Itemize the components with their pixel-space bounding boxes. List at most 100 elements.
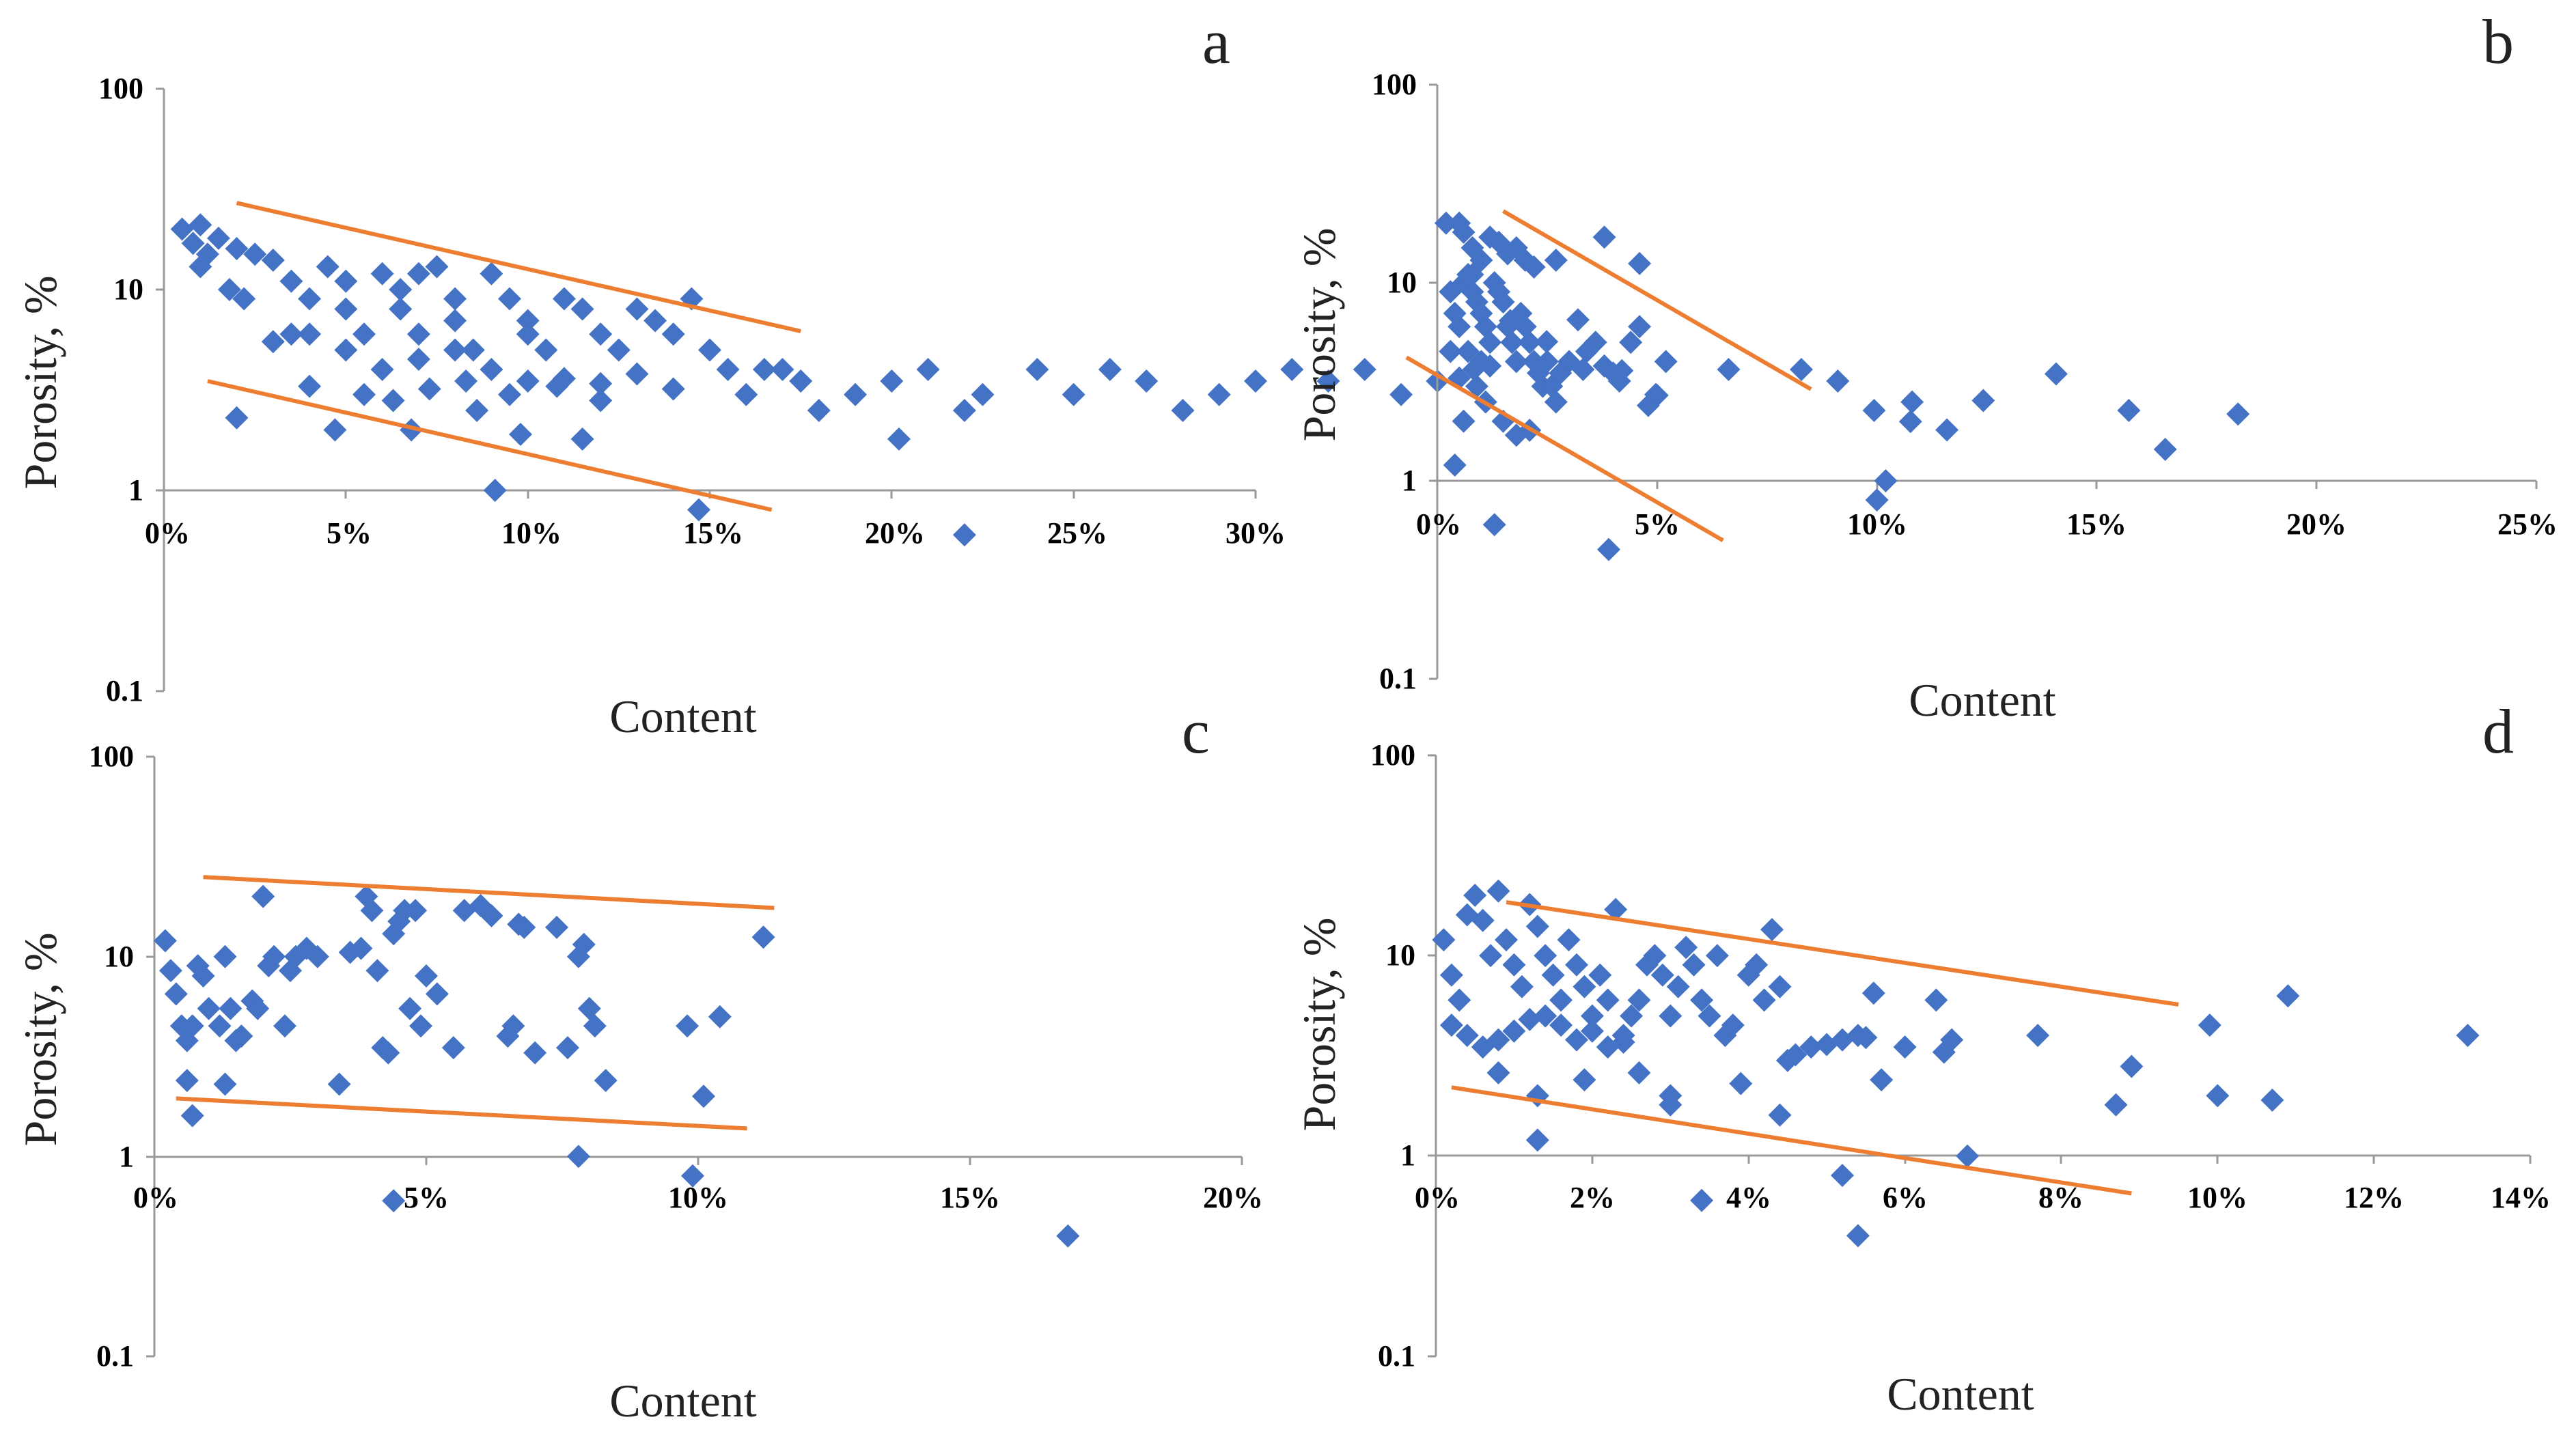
- data-point-a-109: [352, 382, 376, 406]
- x-tick-label-c-0: 0%: [133, 1181, 178, 1214]
- data-point-d-80: [1525, 1128, 1549, 1152]
- y-tick-label-a-1: 1: [128, 473, 143, 507]
- x-tick-label-a-20: 20%: [865, 516, 925, 550]
- trends-d: [1451, 900, 2179, 1196]
- data-point-a-110: [298, 374, 322, 398]
- data-point-a-14: [316, 255, 340, 279]
- x-tick-label-a-0: 0%: [145, 516, 190, 550]
- data-point-a-70: [1717, 358, 1741, 381]
- data-point-d-40: [1752, 988, 1776, 1012]
- x-ticks-b: 0% 5% 10% 15% 20% 25%: [1416, 481, 2558, 541]
- data-point-d-13: [1534, 944, 1557, 968]
- y-tick-label-a-100: 100: [98, 72, 143, 105]
- x-tick-label-d-2: 2%: [1570, 1181, 1615, 1214]
- points-a: [170, 213, 2250, 547]
- data-point-c-1: [158, 959, 182, 983]
- y-tick-label-c-100: 100: [89, 740, 134, 773]
- data-point-d-4: [1463, 884, 1487, 907]
- data-point-a-47: [844, 382, 868, 406]
- data-point-d-62: [2276, 984, 2300, 1008]
- x-tick-label-c-5: 5%: [404, 1181, 449, 1214]
- data-point-d-88: [1729, 1072, 1753, 1095]
- x-tick-label-b-0: 0%: [1416, 507, 1461, 541]
- data-point-a-51: [971, 382, 995, 406]
- y-tick-label-d-100: 100: [1370, 738, 1415, 772]
- y-tick-label-b-10: 10: [1387, 266, 1417, 299]
- trend-line-a-upper-bound: [236, 201, 801, 333]
- data-point-a-46: [807, 399, 831, 422]
- data-point-c-62: [327, 1072, 351, 1096]
- data-point-d-6: [1479, 944, 1503, 968]
- data-point-a-61: [1353, 358, 1376, 381]
- data-point-a-62: [1389, 382, 1413, 406]
- x-tick-label-a-5: 5%: [327, 516, 372, 550]
- data-point-a-84: [465, 399, 489, 422]
- data-point-d-42: [1768, 975, 1792, 998]
- data-point-c-59: [175, 1069, 199, 1093]
- data-point-a-79: [2153, 438, 2177, 461]
- data-point-a-75: [1935, 418, 1959, 442]
- data-point-a-74: [1898, 410, 1922, 434]
- y-axis-title-d: Porosity, %: [1293, 918, 1345, 1132]
- y-tick-label-d-1: 1: [1400, 1138, 1415, 1172]
- data-point-a-36: [625, 297, 649, 321]
- data-point-d-76: [1627, 1061, 1651, 1085]
- data-point-c-19: [273, 1014, 296, 1038]
- panel-label-d: d: [2482, 697, 2514, 766]
- data-point-a-90: [952, 523, 976, 547]
- data-point-a-58: [1244, 369, 1267, 393]
- y-tick-label-a-10: 10: [113, 272, 143, 306]
- trend-line-b-upper-bound: [1501, 209, 1812, 391]
- y-axis-title-a: Porosity, %: [14, 276, 66, 490]
- x-tick-label-d-10: 10%: [2187, 1181, 2247, 1214]
- y-tick-label-c-0.1: 0.1: [96, 1339, 134, 1373]
- x-tick-label-d-12: 12%: [2344, 1181, 2404, 1214]
- data-point-c-57: [708, 1005, 732, 1029]
- data-point-a-21: [406, 322, 430, 346]
- data-point-d-50: [1861, 981, 1885, 1005]
- y-axis-title-b: Porosity, %: [1293, 228, 1345, 442]
- data-point-c-58: [751, 925, 775, 949]
- data-point-a-97: [480, 358, 503, 381]
- y-tick-label-c-10: 10: [104, 940, 134, 973]
- y-axis-title-c: Porosity, %: [14, 933, 66, 1147]
- data-point-a-10: [261, 249, 285, 272]
- data-point-d-1: [1439, 963, 1463, 987]
- data-point-a-108: [381, 389, 405, 412]
- data-point-a-42: [734, 382, 758, 406]
- trend-line-c-upper-bound: [203, 875, 775, 910]
- data-point-d-63: [2456, 1024, 2480, 1048]
- x-tick-label-c-20: 20%: [1203, 1181, 1263, 1214]
- data-point-d-35: [1705, 944, 1729, 968]
- data-point-a-94: [370, 358, 394, 381]
- data-point-a-73: [1862, 399, 1886, 422]
- data-point-a-81: [225, 406, 249, 430]
- data-point-a-27: [480, 262, 503, 285]
- data-point-b-60: [1544, 249, 1568, 272]
- data-point-d-58: [2120, 1054, 2144, 1078]
- data-point-d-59: [2198, 1013, 2221, 1037]
- data-point-a-78: [2117, 399, 2141, 422]
- x-tick-label-c-15: 15%: [940, 1181, 1000, 1214]
- data-point-d-10: [1510, 975, 1534, 998]
- data-point-a-17: [352, 322, 376, 346]
- data-point-d-15: [1549, 988, 1573, 1012]
- x-ticks-c: 0% 5% 10% 15% 20%: [133, 1157, 1263, 1214]
- data-point-c-0: [153, 929, 177, 953]
- y-ticks-c: 100 10 1 0.1: [89, 740, 154, 1373]
- data-point-a-106: [454, 369, 478, 393]
- data-point-a-56: [1171, 399, 1195, 422]
- data-point-d-29: [1659, 1004, 1682, 1028]
- x-tick-label-b-10: 10%: [1847, 507, 1907, 541]
- data-point-c-61: [213, 1072, 237, 1096]
- x-axis-title-c: Content: [609, 1375, 756, 1427]
- data-point-c-39: [441, 1036, 465, 1060]
- data-point-a-82: [323, 418, 347, 442]
- data-point-a-49: [916, 358, 940, 381]
- data-point-d-2: [1448, 988, 1471, 1012]
- data-point-c-10: [213, 945, 237, 968]
- y-ticks-a: 100 10 1 0.1: [98, 72, 164, 708]
- x-tick-label-d-4: 4%: [1726, 1181, 1771, 1214]
- data-point-d-7: [1486, 879, 1510, 903]
